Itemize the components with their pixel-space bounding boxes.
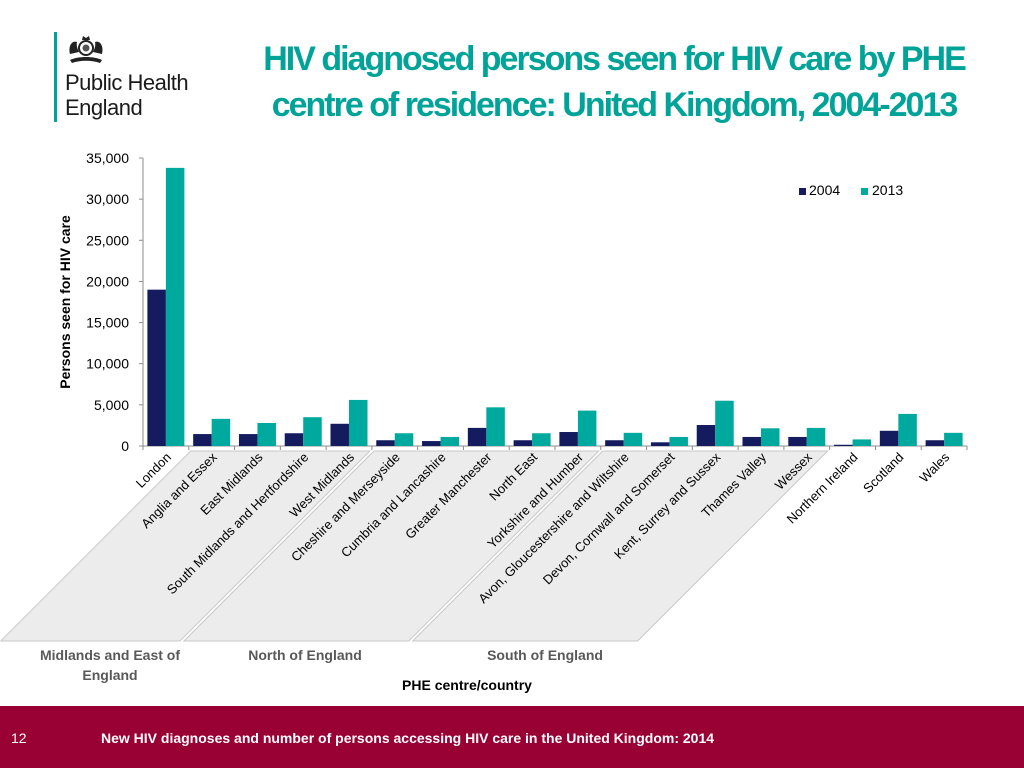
region-box-2 — [411, 450, 829, 642]
bar-2004 — [605, 440, 624, 446]
bar-2004 — [284, 433, 304, 446]
y-tick-label: 30,000 — [86, 191, 129, 207]
logo-line-1: Public Health — [65, 70, 189, 95]
page-number: 12 — [11, 730, 27, 746]
region-label: South of England — [487, 647, 603, 663]
footer-bar: 12 New HIV diagnoses and number of perso… — [0, 706, 1024, 768]
y-tick-label: 10,000 — [86, 356, 129, 372]
y-tick-label: 35,000 — [86, 150, 129, 166]
bar-2013 — [898, 413, 917, 446]
bar-2013 — [623, 432, 643, 446]
legend-swatch-2013 — [861, 188, 868, 195]
bar-2013 — [486, 407, 505, 446]
category-label: Scotland — [860, 450, 906, 496]
region-box-0 — [0, 450, 372, 642]
bar-2004 — [193, 434, 212, 446]
bar-2004 — [834, 444, 853, 446]
legend-swatch-2004 — [799, 188, 806, 195]
bar-2013 — [165, 167, 185, 447]
chart-legend: 2004 2013 — [799, 182, 903, 198]
y-tick-label: 5,000 — [94, 397, 129, 413]
bar-2013 — [532, 433, 551, 446]
bar-2013 — [211, 418, 231, 446]
bar-2013 — [394, 433, 414, 446]
legend-label-2013: 2013 — [872, 182, 903, 198]
bar-2004 — [925, 440, 945, 446]
bar-2004 — [467, 427, 487, 446]
y-tick-label: 25,000 — [86, 232, 129, 248]
region-box-1 — [182, 450, 600, 642]
bar-2004 — [513, 440, 533, 446]
bar-2004 — [238, 434, 258, 446]
category-label: Wales — [916, 449, 952, 485]
region-group-boxes: Midlands and East of England North of Engl… — [0, 450, 829, 683]
legend-label-2004: 2004 — [809, 182, 840, 198]
region-label: North of England — [248, 647, 362, 663]
logo-accent-bar — [54, 32, 57, 122]
bar-2013 — [944, 432, 963, 446]
bar-2004 — [788, 436, 807, 446]
chart-axes: 0 5,000 10,000 15,000 20,000 25,000 30,000 35,0… — [86, 150, 968, 454]
region-label: England — [82, 667, 137, 683]
phe-logo: Public Health England — [54, 32, 224, 128]
bar-2004 — [147, 289, 166, 446]
bar-2004 — [330, 423, 349, 446]
bar-2013 — [715, 400, 734, 446]
region-label: Midlands and East of — [40, 647, 180, 663]
bar-2004 — [696, 425, 716, 446]
chart-bars — [147, 167, 963, 447]
bar-2004 — [422, 441, 441, 446]
bar-2004 — [376, 440, 395, 446]
bar-2013 — [761, 428, 780, 446]
y-tick-label: 20,000 — [86, 273, 129, 289]
bar-2013 — [349, 399, 368, 446]
bar-2013 — [577, 410, 597, 446]
bar-2013 — [440, 436, 460, 446]
bar-2004 — [650, 442, 670, 446]
logo-line-2: England — [65, 95, 143, 120]
y-axis-title: Persons seen for HIV care — [57, 215, 73, 389]
y-tick-label: 0 — [121, 438, 129, 454]
bar-2013 — [257, 422, 276, 446]
bar-2013 — [852, 439, 872, 446]
y-tick-label: 15,000 — [86, 315, 129, 331]
bar-2013 — [669, 436, 688, 446]
bar-2004 — [742, 436, 761, 446]
bar-2013 — [303, 417, 322, 446]
bar-2004 — [559, 432, 578, 446]
bar-chart: Midlands and East of England North of Engl… — [0, 150, 968, 693]
bar-2004 — [879, 430, 899, 446]
logo-wordmark: Public Health England — [65, 70, 189, 120]
slide-title: HIV diagnosed persons seen for HIV care … — [263, 40, 967, 124]
bar-2013 — [806, 427, 826, 446]
royal-coat-of-arms-icon — [69, 36, 103, 63]
x-axis-title: PHE centre/country — [402, 677, 532, 693]
footer-title: New HIV diagnoses and number of persons … — [101, 730, 715, 746]
